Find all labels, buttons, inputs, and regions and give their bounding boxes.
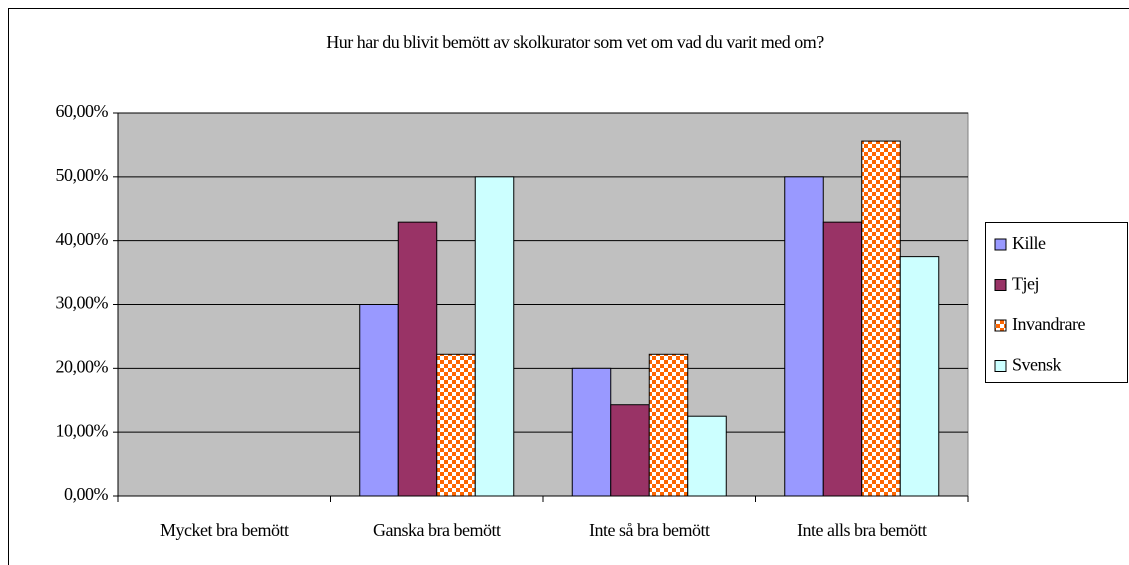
legend-label: Invandrare <box>1012 314 1085 334</box>
legend-swatch <box>994 319 1007 332</box>
chart-title: Hur har du blivit bemött av skolkurator … <box>326 32 824 52</box>
legend-swatch <box>994 360 1007 372</box>
y-tick-label: 20,00% <box>56 356 109 376</box>
y-tick-label: 50,00% <box>56 165 109 185</box>
bar <box>436 353 476 497</box>
bar <box>784 176 824 497</box>
y-tick-label: 60,00% <box>56 101 109 121</box>
x-tick-label: Mycket bra bemött <box>160 520 289 540</box>
x-tick-label: Ganska bra bemött <box>373 520 501 540</box>
y-tick-label: 10,00% <box>56 420 109 440</box>
legend-swatch <box>994 238 1007 251</box>
y-tick-label: 40,00% <box>56 229 109 249</box>
x-tick-label: Inte så bra bemött <box>589 520 710 540</box>
legend-label: Tjej <box>1012 274 1039 294</box>
bar <box>861 140 901 497</box>
bar <box>474 176 515 497</box>
bar <box>610 404 650 497</box>
legend-box <box>985 222 1128 383</box>
legend-label: Svensk <box>1012 355 1062 375</box>
bar <box>648 353 689 497</box>
bar <box>359 304 399 497</box>
bar <box>687 415 727 497</box>
x-tick-label: Inte alls bra bemött <box>797 520 927 540</box>
bar <box>822 221 863 497</box>
legend-label: Kille <box>1012 233 1046 253</box>
bar <box>899 256 940 497</box>
legend-swatch <box>994 279 1007 291</box>
y-tick-label: 0,00% <box>64 484 109 504</box>
y-tick-label: 30,00% <box>56 293 109 313</box>
bar <box>571 367 612 497</box>
bar <box>397 221 438 497</box>
